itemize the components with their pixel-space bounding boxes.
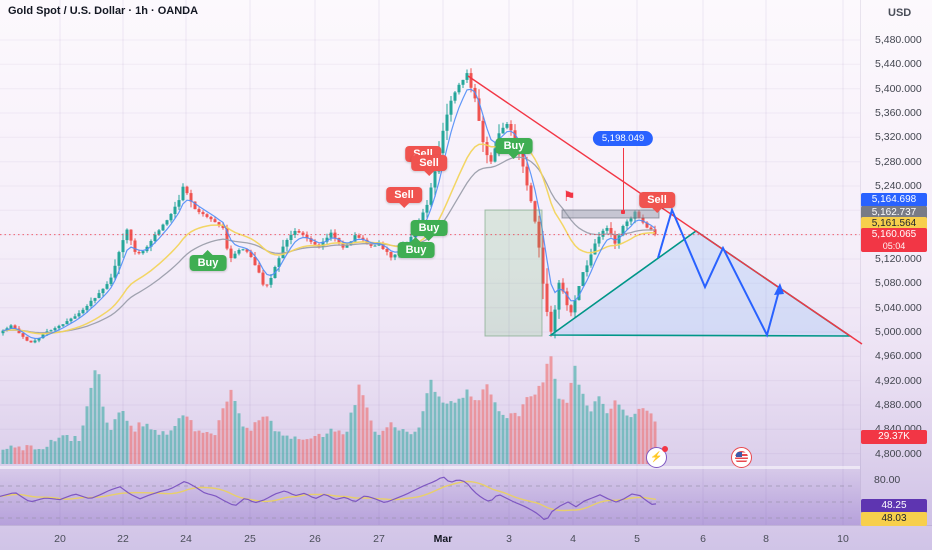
pane-separator [0,466,860,469]
buy-signal-label[interactable]: Buy [397,237,435,258]
time-tick: Mar [433,533,453,545]
alert-price-callout[interactable]: 5,198.049 [592,131,654,146]
rsi-axis-label: 80.00 [874,474,901,486]
time-tick: 4 [570,533,576,545]
rsi-guide-lines [0,485,856,519]
price-tick: 4,800.000 [875,448,922,460]
time-tick: 20 [54,533,66,545]
price-tick: 5,080.000 [875,277,922,289]
price-tick: 4,880.000 [875,399,922,411]
time-tick: 22 [117,533,129,545]
alert-drop-line [622,148,624,212]
price-tick: 5,240.000 [875,180,922,192]
drawing-blue-zigzag-projection[interactable] [657,207,784,338]
ma-gray-price-label: 5,162.737 [861,206,927,220]
time-tick: 26 [309,533,321,545]
us-flag-icon [735,451,748,464]
drawing-gray-price-bar[interactable] [561,209,660,219]
price-tick: 5,120.000 [875,253,922,265]
time-axis[interactable]: 20 22 24 25 26 27 Mar 3 4 5 6 8 10 [0,525,932,550]
rsi-value-label: 48.25 [861,499,927,513]
time-tick: 5 [634,533,640,545]
gridlines [0,0,860,525]
price-tick: 5,360.000 [875,107,922,119]
flag-marker-icon[interactable]: ⚑ [563,188,576,204]
time-tick: 8 [763,533,769,545]
price-tick: 4,960.000 [875,350,922,362]
time-tick: 24 [180,533,192,545]
buy-signal-label[interactable]: Buy [189,250,227,271]
volume-bars [1,356,657,464]
price-tick: 5,000.000 [875,326,922,338]
drawing-red-trendline[interactable] [467,75,863,345]
price-tick: 5,440.000 [875,58,922,70]
zigzag-arrowhead [774,283,784,295]
last-price-label: 5,160.065 05:04 [861,228,927,252]
ma-yellow-price-label: 5,161.564 [861,217,927,231]
time-tick: 10 [837,533,849,545]
time-tick: 6 [700,533,706,545]
price-tick: 5,280.000 [875,156,922,168]
event-alert-dot [662,446,668,452]
symbol-title[interactable]: Gold Spot / U.S. Dollar · 1h · OANDA [8,5,199,17]
sell-signal-label[interactable]: Sell [639,192,675,213]
lightning-icon: ⚡ [650,452,663,463]
price-axis[interactable]: 5,480.000 5,440.000 5,400.000 5,360.000 5,32… [860,0,932,525]
moving-averages [2,88,656,340]
price-tick: 5,320.000 [875,131,922,143]
economic-event-us-flag-icon[interactable] [731,447,752,468]
buy-signal-label[interactable]: Buy [410,220,448,241]
price-tick: 5,040.000 [875,302,922,314]
rsi-lines [0,476,657,521]
sell-signal-label[interactable]: Sell [386,187,422,208]
price-tick: 4,920.000 [875,375,922,387]
sell-signal-label[interactable]: Sell [411,155,447,176]
drawing-green-range-box[interactable] [484,209,543,337]
alert-anchor-dot [621,210,625,214]
time-tick: 27 [373,533,385,545]
economic-event-lightning-icon[interactable]: ⚡ [646,446,668,468]
time-tick: 25 [244,533,256,545]
volume-value-label: 29.37K [861,430,927,444]
ma-blue-price-label: 5,164.698 [861,193,927,207]
candles [1,68,657,344]
time-tick: 3 [506,533,512,545]
rsi-ma-value-label: 48.03 [861,512,927,526]
buy-signal-label[interactable]: Buy [495,138,533,159]
price-tick: 5,400.000 [875,83,922,95]
rsi-pane-background [0,469,860,525]
currency-label: USD [888,7,912,19]
price-tick: 5,480.000 [875,34,922,46]
